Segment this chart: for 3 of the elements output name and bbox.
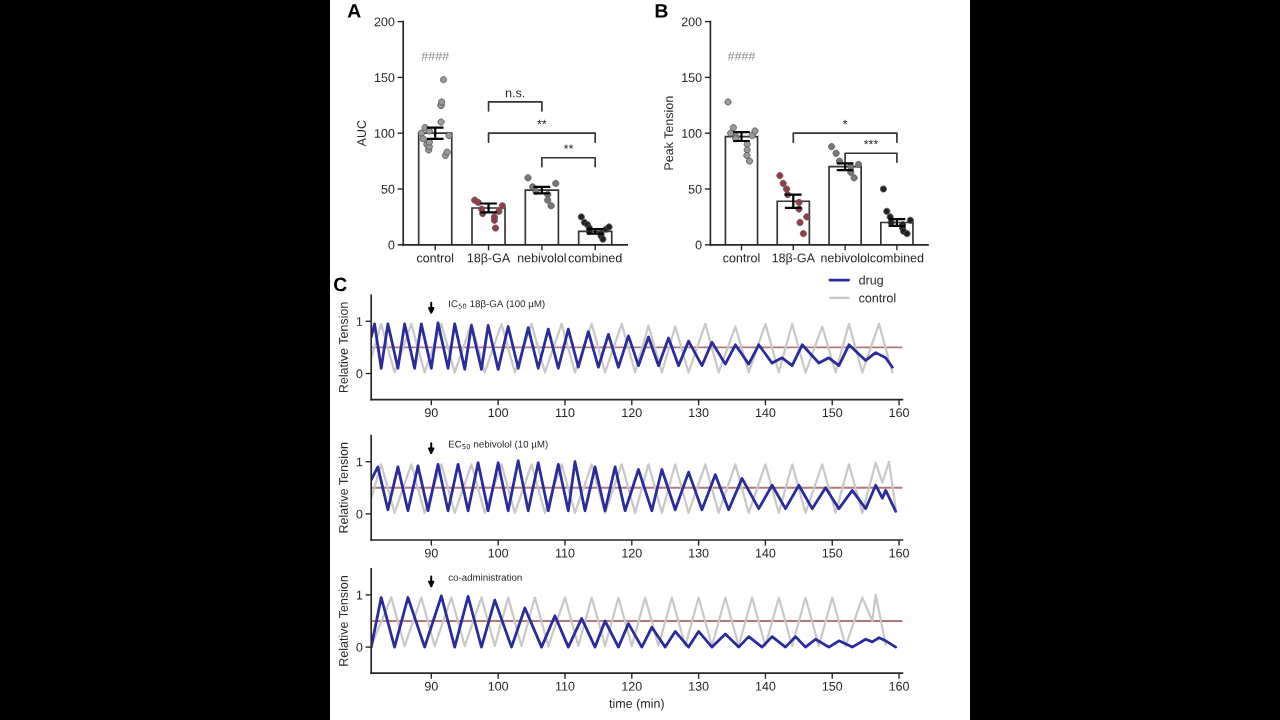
chart-title: C [334, 277, 347, 292]
chart-title: A [347, 4, 361, 18]
chart-title: B [655, 4, 668, 18]
